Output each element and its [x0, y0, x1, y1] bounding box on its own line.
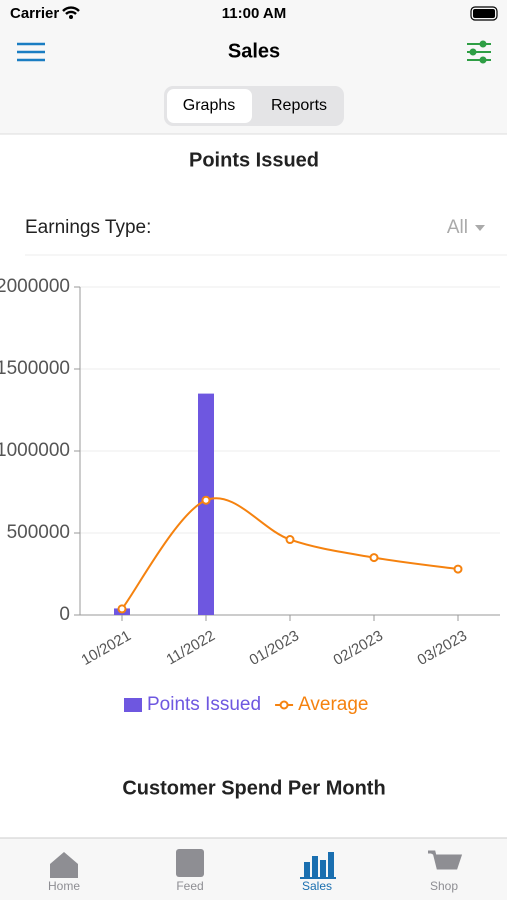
legend-label: Average: [298, 694, 368, 715]
carrier: Carrier: [10, 5, 59, 22]
y-tick-label: 500000: [7, 522, 70, 543]
nav-title: Sales: [228, 40, 280, 62]
tab-sales[interactable]: Sales: [302, 879, 332, 893]
y-tick-label: 2000000: [0, 276, 70, 297]
y-tick-label: 0: [59, 604, 70, 625]
section-title: Customer Spend Per Month: [122, 777, 385, 799]
line: [121, 497, 459, 610]
x-tick-label: 11/2022: [163, 627, 217, 668]
filter-value[interactable]: All: [447, 217, 468, 238]
x-tick-label: 02/2023: [331, 627, 386, 669]
segment-selected[interactable]: [167, 89, 252, 123]
x-tick-label: 10/2021: [79, 627, 134, 669]
dropdown-arrow[interactable]: [475, 225, 485, 231]
filter-label: Earnings Type:: [25, 217, 151, 238]
tab-shop[interactable]: Shop: [430, 879, 458, 893]
x-tick-label: 01/2023: [247, 627, 302, 669]
legend-swatch: [124, 698, 142, 712]
point: [453, 564, 463, 574]
menu-button[interactable]: [17, 42, 45, 62]
tab-feed[interactable]: Feed: [176, 879, 203, 893]
y-tick-label: 1500000: [0, 358, 70, 379]
filter-button[interactable]: [467, 40, 491, 64]
feed-icon[interactable]: [176, 849, 204, 877]
point: [117, 604, 127, 614]
point: [369, 553, 379, 563]
clock: 11:00 AM: [222, 5, 286, 22]
wifi-dot: [69, 15, 73, 19]
battery: [470, 6, 498, 21]
legend-swatch-dot: [279, 700, 289, 710]
x-tick-label: 03/2023: [415, 627, 470, 669]
sales-icon[interactable]: [300, 852, 336, 879]
tab-bar: [0, 838, 507, 900]
tab-home[interactable]: Home: [48, 879, 80, 893]
chart-title: Points Issued: [189, 149, 319, 171]
shop-icon[interactable]: [428, 850, 463, 870]
y-tick-label: 1000000: [0, 440, 70, 461]
segment-graphs[interactable]: Graphs: [183, 97, 235, 114]
point: [201, 495, 211, 505]
battery-level: [473, 9, 495, 18]
wifi-icon: [62, 6, 80, 15]
segment-reports[interactable]: Reports: [271, 97, 327, 114]
point: [285, 535, 295, 545]
home-icon[interactable]: [50, 852, 78, 878]
legend-label: Points Issued: [147, 694, 261, 715]
